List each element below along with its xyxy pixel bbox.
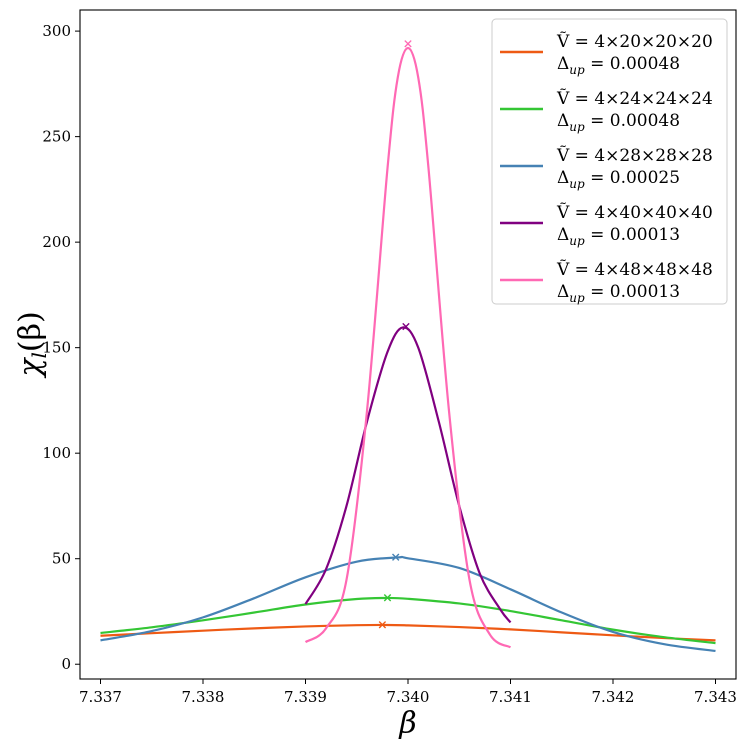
legend-frame: [491, 18, 728, 305]
x-tick-label: 7.338: [182, 688, 225, 706]
legend-label-line1: Ṽ = 4×40×40×40: [556, 202, 713, 223]
x-tick-label: 7.343: [694, 688, 737, 706]
y-axis-label-sub: l: [27, 352, 51, 358]
y-tick-label: 50: [52, 550, 71, 568]
x-axis-label: β: [398, 706, 416, 741]
y-axis-label-rest: (β): [13, 311, 48, 352]
marker-layer: [378, 40, 412, 629]
legend-label-line2: Δup = 0.00013: [557, 225, 680, 248]
x-tick-label: 7.337: [79, 688, 122, 706]
y-tick-label: 100: [42, 444, 71, 462]
x-tick-label: 7.341: [489, 688, 532, 706]
series-line-2: [100, 555, 716, 653]
series-line-0: [100, 623, 716, 642]
y-axis: 0 50 100 150 200 250 300: [42, 22, 80, 673]
series-peak-marker-2: [392, 553, 400, 561]
legend-label-line1: Ṽ = 4×20×20×20: [556, 31, 713, 52]
series-line-4: [304, 46, 512, 649]
series-peak-marker-1: [383, 594, 392, 602]
series-peak-marker-4: [404, 40, 412, 48]
legend-label-line1: Ṽ = 4×24×24×24: [556, 88, 713, 109]
series-line-3: [304, 326, 512, 624]
y-tick-label: 0: [61, 655, 71, 673]
legend-label-line2: Δup = 0.00013: [557, 282, 680, 305]
x-axis: 7.337 7.338 7.339 7.340 7.341 7.342 7.343: [79, 679, 737, 706]
legend-label-line1: Ṽ = 4×48×48×48: [556, 259, 713, 280]
y-tick-label: 200: [42, 233, 71, 251]
x-tick-label: 7.339: [284, 688, 327, 706]
series-peak-marker-0: [378, 621, 387, 629]
series-layer: [100, 46, 716, 653]
svg-text:χl(β): χl(β): [13, 311, 51, 378]
legend-label-line2: Δup = 0.00048: [557, 111, 680, 134]
y-axis-label: χl(β): [13, 311, 51, 378]
y-axis-label-main: χ: [13, 357, 48, 379]
legend-label-line1: Ṽ = 4×28×28×28: [556, 145, 713, 166]
x-tick-label: 7.342: [592, 688, 635, 706]
legend-label-line2: Δup = 0.00048: [557, 54, 680, 77]
legend-label-line2: Δup = 0.00025: [557, 168, 680, 191]
series-peak-marker-3: [402, 322, 410, 331]
series-line-1: [100, 596, 716, 645]
x-tick-label: 7.340: [387, 688, 430, 706]
y-tick-label: 300: [42, 22, 71, 40]
y-tick-label: 250: [42, 128, 71, 146]
y-tick-label: 150: [42, 339, 71, 357]
